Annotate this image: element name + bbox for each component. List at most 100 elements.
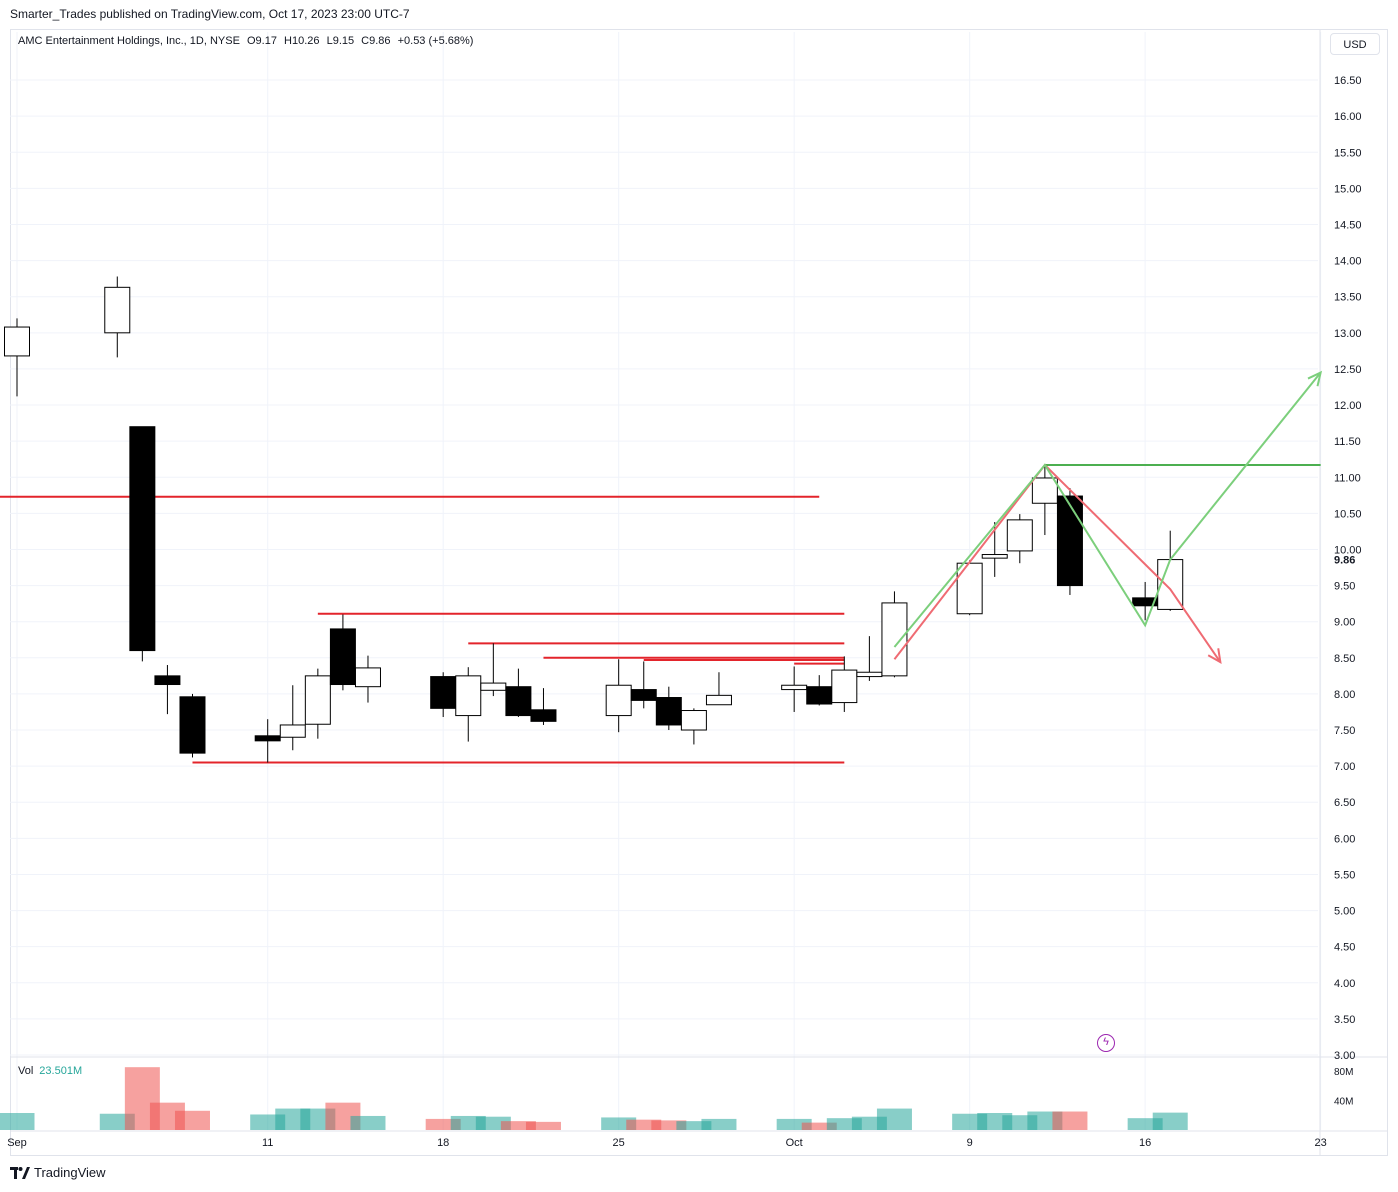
candle-body bbox=[1031, 477, 1058, 504]
lightning-icon[interactable]: ϟ bbox=[1097, 1034, 1115, 1052]
green-projection-path bbox=[893, 371, 1322, 648]
candle-body bbox=[806, 686, 833, 705]
x-tick-label: 11 bbox=[262, 1137, 273, 1149]
y-tick-label: 8.00 bbox=[1334, 689, 1355, 701]
volume-value: 23.501M bbox=[39, 1065, 83, 1077]
publisher-credit: Smarter_Trades published on TradingView.… bbox=[10, 7, 410, 21]
candle-body bbox=[129, 426, 156, 652]
volume-bar bbox=[801, 1122, 837, 1130]
y-tick-label: 10.50 bbox=[1334, 508, 1362, 520]
x-tick-label: 18 bbox=[437, 1137, 449, 1149]
y-tick-label: 9.50 bbox=[1334, 581, 1355, 593]
y-tick-label: 6.00 bbox=[1334, 833, 1355, 845]
candle-body bbox=[154, 675, 181, 686]
y-tick-label: 13.00 bbox=[1334, 328, 1362, 340]
volume-bar bbox=[826, 1118, 862, 1130]
volume-legend: Vol 23.501M bbox=[18, 1065, 82, 1077]
volume-axis-label: 80M bbox=[1334, 1067, 1353, 1078]
volume-bar bbox=[626, 1119, 662, 1130]
last-price-label: 9.86 bbox=[1334, 555, 1355, 567]
y-tick-label: 10.00 bbox=[1334, 544, 1362, 556]
volume-bar bbox=[876, 1108, 912, 1130]
candle-body bbox=[981, 554, 1008, 559]
x-tick-label: 16 bbox=[1139, 1137, 1151, 1149]
y-tick-label: 14.00 bbox=[1334, 256, 1362, 268]
volume-bar bbox=[676, 1121, 712, 1130]
x-tick-label: 23 bbox=[1315, 1137, 1327, 1149]
x-tick-label: Sep bbox=[7, 1137, 27, 1149]
volume-bar bbox=[776, 1118, 812, 1130]
y-tick-label: 9.00 bbox=[1334, 617, 1355, 629]
y-tick-label: 3.50 bbox=[1334, 1014, 1355, 1026]
y-tick-label: 13.50 bbox=[1334, 292, 1362, 304]
y-tick-label: 15.00 bbox=[1334, 183, 1362, 195]
y-tick-label: 5.00 bbox=[1334, 906, 1355, 918]
candle-body bbox=[1006, 519, 1033, 552]
candle-body bbox=[881, 602, 908, 677]
volume-bar bbox=[500, 1121, 536, 1130]
candle-body bbox=[1056, 495, 1083, 587]
y-tick-label: 4.50 bbox=[1334, 942, 1355, 954]
volume-bar bbox=[1052, 1111, 1088, 1130]
y-tick-label: 12.50 bbox=[1334, 364, 1362, 376]
y-tick-label: 11.50 bbox=[1334, 436, 1361, 448]
x-tick-label: 9 bbox=[967, 1137, 973, 1149]
candle-body bbox=[304, 675, 331, 725]
ohlc-high: H10.26 bbox=[284, 35, 320, 47]
candle-body bbox=[179, 696, 206, 754]
y-tick-label: 4.00 bbox=[1334, 978, 1355, 990]
y-tick-label: 16.50 bbox=[1334, 75, 1362, 87]
symbol-header: AMC Entertainment Holdings, Inc., 1D, NY… bbox=[18, 35, 477, 47]
candle-body bbox=[781, 684, 808, 691]
candle-body bbox=[329, 628, 356, 686]
symbol-title: AMC Entertainment Holdings, Inc., 1D, NY… bbox=[18, 35, 240, 47]
y-tick-label: 5.50 bbox=[1334, 869, 1355, 881]
y-tick-label: 6.50 bbox=[1334, 797, 1355, 809]
candle-body bbox=[655, 697, 682, 726]
y-tick-label: 16.00 bbox=[1334, 111, 1362, 123]
volume-bar bbox=[174, 1110, 210, 1130]
candle-body bbox=[605, 684, 632, 717]
volume-bar bbox=[1127, 1118, 1163, 1130]
candle-body bbox=[104, 286, 131, 334]
candle-body bbox=[705, 694, 732, 706]
candle-body bbox=[480, 682, 507, 691]
tradingview-logo-icon bbox=[10, 1166, 30, 1179]
candle-body bbox=[505, 686, 532, 717]
y-tick-label: 14.50 bbox=[1334, 219, 1362, 231]
volume-axis-label: 40M bbox=[1334, 1096, 1353, 1107]
y-tick-label: 15.50 bbox=[1334, 147, 1362, 159]
volume-bar bbox=[425, 1118, 461, 1130]
footer-brand-label: TradingView bbox=[34, 1165, 106, 1180]
candle-body bbox=[956, 562, 983, 615]
ohlc-change: +0.53 (+5.68%) bbox=[397, 35, 474, 47]
ohlc-low: L9.15 bbox=[326, 35, 355, 47]
candle-body bbox=[4, 326, 30, 357]
candle-body bbox=[530, 709, 557, 722]
volume-bar bbox=[701, 1118, 737, 1130]
currency-button[interactable]: USD bbox=[1330, 33, 1380, 55]
footer-brand[interactable]: TradingView bbox=[10, 1165, 106, 1180]
candle-body bbox=[279, 724, 306, 738]
red-projection-path bbox=[893, 463, 1222, 663]
candle-body bbox=[630, 689, 657, 701]
volume-label: Vol bbox=[18, 1065, 34, 1077]
volume-bar bbox=[1152, 1112, 1188, 1130]
candle-body bbox=[680, 710, 707, 731]
y-tick-label: 3.00 bbox=[1334, 1050, 1355, 1062]
red-arrowhead bbox=[1207, 648, 1222, 665]
volume-bar bbox=[0, 1113, 35, 1130]
y-tick-label: 7.00 bbox=[1334, 761, 1355, 773]
y-tick-label: 12.00 bbox=[1334, 400, 1362, 412]
volume-bar bbox=[525, 1121, 561, 1130]
x-tick-label: 25 bbox=[613, 1137, 625, 1149]
ohlc-close: C9.86 bbox=[361, 35, 391, 47]
y-tick-label: 7.50 bbox=[1334, 725, 1355, 737]
volume-bar bbox=[651, 1120, 687, 1130]
x-tick-label: Oct bbox=[786, 1137, 803, 1149]
y-tick-label: 8.50 bbox=[1334, 653, 1355, 665]
candle-body bbox=[430, 676, 457, 709]
ohlc-open: O9.17 bbox=[247, 35, 277, 47]
candle-body bbox=[455, 675, 482, 717]
